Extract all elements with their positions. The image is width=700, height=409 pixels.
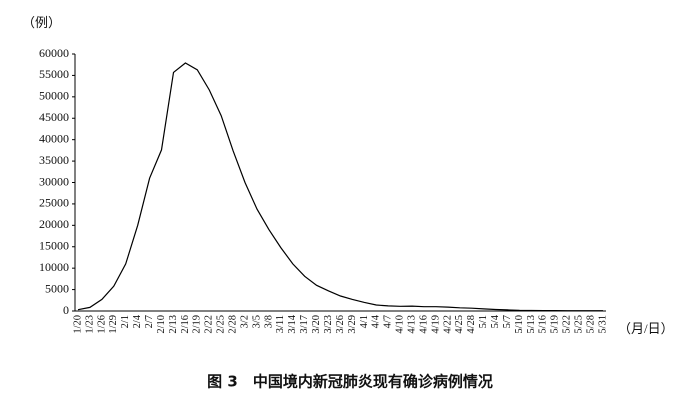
x-tick-label: 3/23 [323, 315, 334, 334]
x-tick-label: 2/4 [132, 314, 143, 328]
y-tick-label: 30000 [39, 174, 69, 188]
x-tick-label: 4/7 [383, 315, 394, 328]
x-tick-label: 3/29 [347, 315, 358, 334]
x-tick-label: 2/10 [156, 315, 167, 334]
x-tick-label: 3/14 [287, 314, 298, 333]
x-tick-label: 4/16 [418, 315, 429, 334]
x-tick-label: 3/11 [275, 315, 286, 333]
x-tick-label: 2/28 [228, 315, 239, 334]
x-tick-label: 5/13 [526, 315, 537, 334]
y-tick-label: 5000 [45, 281, 69, 295]
x-tick-label: 1/23 [84, 315, 95, 334]
y-tick-label: 25000 [39, 196, 69, 210]
x-tick-label: 3/8 [263, 315, 274, 328]
caption: 图 3 中国境内新冠肺炎现有确诊病例情况 [207, 373, 493, 391]
x-tick-label: 5/25 [574, 315, 585, 334]
y-tick-label: 55000 [39, 67, 69, 81]
x-tick-label: 2/25 [216, 315, 227, 334]
y-tick-label: 50000 [39, 89, 69, 103]
x-tick-label: 1/20 [72, 315, 83, 334]
y-tick-label: 0 [63, 303, 69, 317]
x-tick-label: 5/4 [490, 314, 501, 328]
x-unit: （月/日） [618, 321, 674, 336]
x-tick-label: 1/29 [108, 315, 119, 334]
x-tick-label: 4/22 [442, 315, 453, 334]
y-tick-label: 35000 [39, 153, 69, 167]
x-tick-label: 2/7 [144, 315, 155, 328]
x-tick-label: 4/13 [406, 315, 417, 334]
x-tick-label: 5/22 [562, 315, 573, 334]
x-tick-label: 5/1 [478, 315, 489, 328]
x-tick-label: 1/26 [96, 315, 107, 334]
x-tick-label: 5/19 [550, 315, 561, 334]
x-tick-label: 5/31 [597, 315, 608, 334]
x-tick-label: 3/17 [299, 315, 310, 334]
x-tick-label: 3/26 [335, 315, 346, 334]
x-tick-label: 4/19 [430, 315, 441, 334]
x-tick-label: 2/1 [120, 315, 131, 328]
x-tick-label: 2/16 [180, 315, 191, 334]
x-tick-label: 2/19 [192, 315, 203, 334]
y-tick-label: 40000 [39, 131, 69, 145]
x-tick-label: 5/7 [502, 315, 513, 328]
x-tick-label: 3/5 [251, 315, 262, 328]
y-tick-label: 45000 [39, 110, 69, 124]
y-tick-label: 20000 [39, 217, 69, 231]
x-tick-label: 5/10 [514, 315, 525, 334]
y-tick-label: 60000 [39, 46, 69, 60]
x-tick-label: 2/22 [204, 315, 215, 334]
x-tick-label: 4/1 [359, 315, 370, 328]
x-tick-label: 4/25 [454, 315, 465, 334]
x-tick-label: 4/28 [466, 315, 477, 334]
x-tick-label: 3/2 [239, 315, 250, 328]
x-tick-label: 4/4 [371, 314, 382, 328]
x-tick-label: 2/13 [168, 315, 179, 334]
x-tick-label: 4/10 [395, 315, 406, 334]
x-tick-label: 5/16 [538, 315, 549, 334]
x-tick-label: 5/28 [585, 315, 596, 334]
line [77, 62, 603, 312]
y-tick-label: 10000 [39, 260, 69, 274]
y-unit: （例） [22, 15, 61, 30]
x-tick-label: 3/20 [311, 315, 322, 334]
y-tick-label: 15000 [39, 239, 69, 253]
